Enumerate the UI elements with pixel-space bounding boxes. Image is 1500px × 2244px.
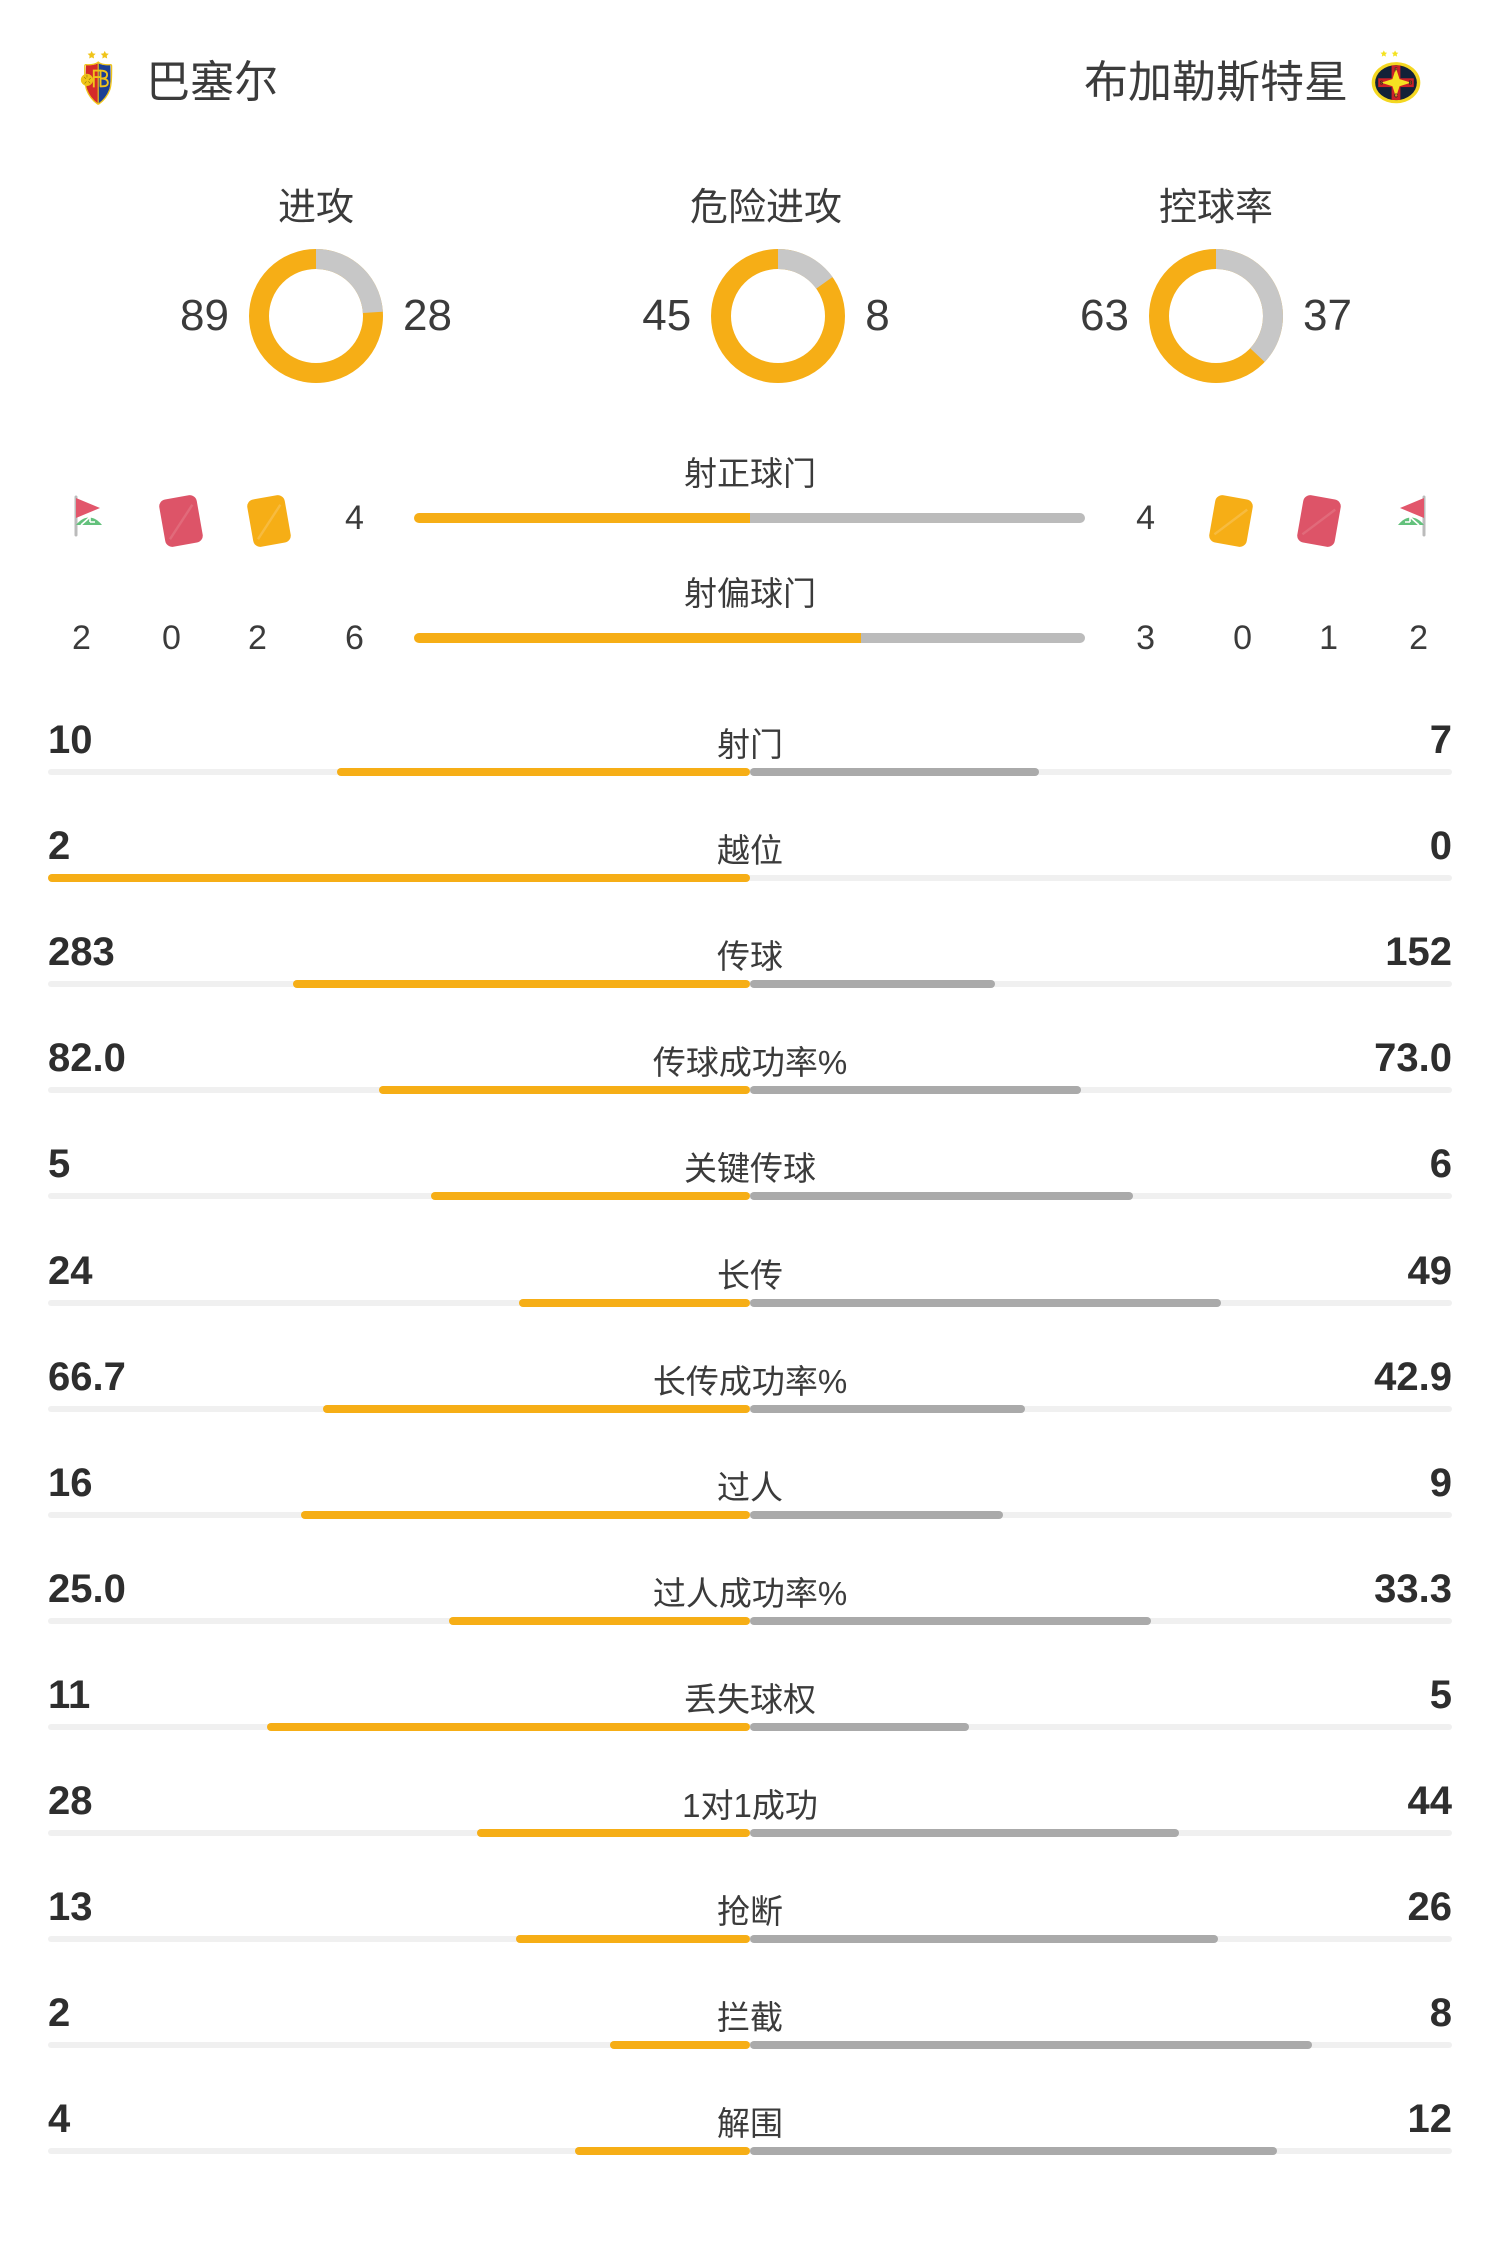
svg-text:C: C [1394,94,1398,100]
svg-text:F: F [1394,67,1397,73]
svg-text:B: B [1409,81,1413,87]
svg-text:S: S [1380,81,1384,87]
